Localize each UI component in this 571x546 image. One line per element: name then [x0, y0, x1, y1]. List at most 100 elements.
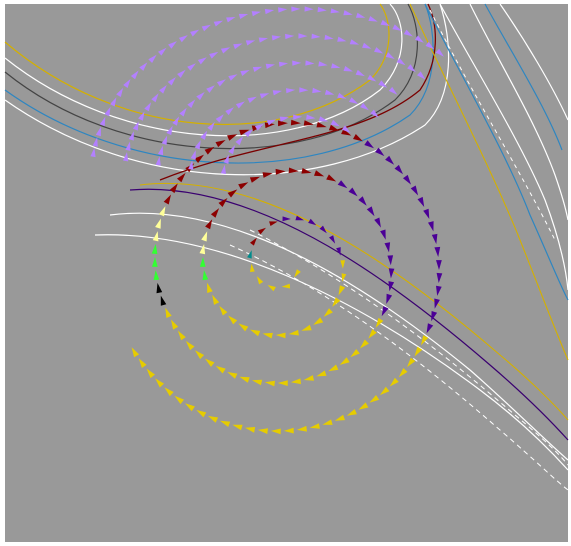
arrow-marker: [392, 24, 402, 31]
arrow-marker: [165, 307, 172, 318]
streamline: [4, 3, 434, 164]
arrow-marker: [295, 215, 304, 221]
arrow-marker: [417, 196, 425, 207]
arrow-marker: [311, 33, 321, 39]
arrow-marker: [435, 48, 444, 57]
arrow-marker: [296, 425, 307, 432]
arrow-marker: [128, 131, 134, 141]
streamline: [499, 3, 569, 121]
arrow-marker: [177, 172, 186, 183]
arrow-marker: [270, 428, 281, 435]
arrow-marker: [414, 35, 424, 43]
arrow-marker: [266, 119, 277, 126]
arrow-marker: [410, 185, 419, 196]
arrow-marker: [421, 335, 429, 346]
arrow-marker: [196, 92, 205, 101]
arrow-marker: [233, 43, 243, 50]
arrow-marker: [239, 129, 250, 136]
arrow-marker: [144, 102, 152, 112]
arrow-marker: [131, 347, 140, 358]
arrow-marker: [160, 295, 167, 306]
arrow-marker: [375, 147, 385, 157]
arrow-marker: [158, 145, 164, 156]
arrow-marker: [283, 427, 294, 434]
arrow-marker: [161, 135, 168, 145]
arrow-marker: [197, 57, 207, 65]
arrow-marker: [218, 198, 228, 207]
arrow-marker: [204, 146, 215, 155]
arrow-marker: [388, 86, 398, 95]
streamline: [424, 3, 569, 301]
arrow-marker: [219, 305, 228, 316]
arrow-marker: [364, 140, 374, 149]
arrow-marker: [201, 231, 208, 242]
arrow-marker: [166, 125, 173, 136]
arrow-marker: [92, 137, 98, 147]
arrow-marker: [116, 87, 124, 97]
arrow-marker: [220, 420, 231, 427]
arrow-marker: [139, 62, 148, 71]
arrow-marker: [252, 379, 263, 386]
arrow-marker: [196, 410, 207, 418]
arrow-marker: [303, 120, 314, 126]
arrow-marker-layer: [90, 6, 444, 435]
arrow-marker: [158, 47, 167, 56]
arrow-marker: [207, 122, 215, 131]
arrow-marker: [288, 329, 299, 336]
arrow-marker: [250, 263, 255, 272]
arrow-marker: [209, 51, 219, 59]
arrow-marker: [375, 317, 384, 328]
arrow-marker: [301, 168, 312, 174]
arrow-marker: [228, 74, 238, 81]
arrow-marker: [349, 97, 359, 104]
arrow-marker: [387, 255, 394, 266]
streamline: [94, 234, 569, 471]
arrow-marker: [178, 35, 188, 43]
arrow-marker: [249, 176, 261, 183]
arrow-marker: [337, 92, 347, 99]
arrow-marker: [288, 167, 299, 174]
arrow-marker: [286, 88, 296, 94]
arrow-marker: [210, 208, 220, 218]
arrow-marker: [353, 134, 363, 142]
arrow-marker: [407, 64, 416, 73]
arrow-marker: [278, 120, 288, 127]
arrow-marker: [251, 11, 261, 17]
arrow-marker: [436, 260, 442, 270]
arrow-marker: [99, 116, 106, 127]
streamline: [139, 182, 569, 421]
arrow-marker: [337, 36, 347, 42]
arrow-marker: [247, 250, 252, 259]
arrow-marker: [220, 47, 231, 54]
arrow-marker: [388, 268, 395, 279]
arrow-marker: [319, 225, 327, 234]
arrow-marker: [228, 315, 238, 325]
arrow-marker: [265, 63, 275, 69]
arrow-marker: [417, 71, 426, 80]
arrow-marker: [278, 7, 288, 13]
arrow-marker: [238, 182, 249, 190]
arrow-marker: [338, 285, 346, 296]
arrow-marker: [324, 34, 334, 40]
arrow-marker: [201, 24, 211, 32]
arrow-marker: [215, 114, 224, 123]
arrow-marker: [336, 247, 341, 256]
arrow-marker: [379, 386, 390, 396]
arrow-marker: [355, 69, 365, 77]
arrow-marker: [331, 63, 341, 69]
arrow-marker: [366, 206, 375, 217]
arrow-marker: [292, 60, 302, 66]
streamline: [4, 3, 418, 150]
arrow-marker: [271, 35, 282, 41]
arrow-marker: [148, 54, 157, 63]
arrow-marker: [278, 61, 289, 67]
arrow-marker: [185, 340, 195, 351]
arrow-marker: [174, 395, 184, 405]
arrow-marker: [177, 330, 186, 341]
arrow-marker: [264, 122, 275, 129]
arrow-marker: [303, 375, 314, 381]
arrow-marker: [212, 294, 220, 305]
arrow-marker: [343, 66, 353, 72]
arrow-marker: [359, 339, 369, 349]
arrow-marker: [328, 364, 339, 372]
